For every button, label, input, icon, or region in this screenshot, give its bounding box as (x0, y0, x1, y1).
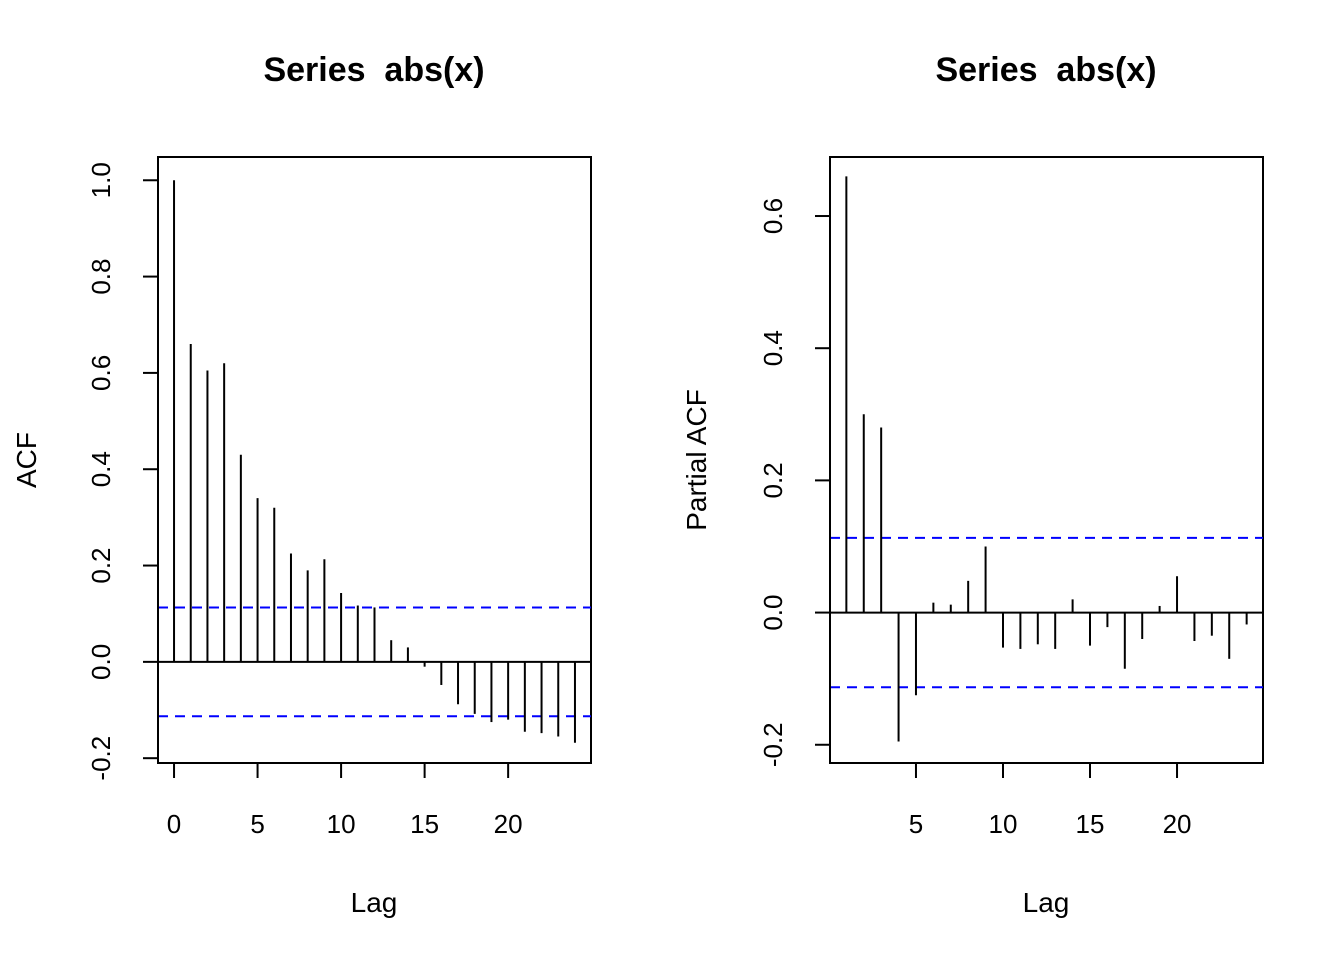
pacf-y-tick-label: -0.2 (758, 722, 788, 767)
acf-x-tick-label: 0 (167, 809, 181, 839)
acf-y-tick-label: 0.2 (86, 547, 116, 583)
pacf-x-tick-label: 20 (1163, 809, 1192, 839)
acf-y-tick-label: 0.4 (86, 451, 116, 487)
acf-plot-frame (157, 156, 592, 764)
pacf-x-tick-label: 15 (1076, 809, 1105, 839)
pacf-y-axis-label: Partial ACF (681, 389, 712, 531)
pacf-y-tick-label: 0.0 (758, 594, 788, 630)
pacf-y-tick-label: 0.2 (758, 462, 788, 498)
pacf-panel: Series abs(x) Lag Partial ACF 5 10 15 20 -0.… (681, 51, 1264, 918)
pacf-plot-frame (829, 156, 1264, 764)
acf-panel: Series abs(x) Lag ACF 0 5 10 15 20 -0.2 0.0 0.2… (11, 51, 592, 918)
pacf-x-tick-label: 5 (909, 809, 923, 839)
acf-y-tick-label: 0.0 (86, 644, 116, 680)
pacf-y-tick-label: 0.4 (758, 330, 788, 366)
pacf-y-tick-label: 0.6 (758, 198, 788, 234)
pacf-x-axis-label: Lag (1023, 887, 1070, 918)
acf-y-tick-label: 0.6 (86, 355, 116, 391)
acf-y-tick-label: 0.8 (86, 259, 116, 295)
acf-y-axis-label: ACF (11, 432, 42, 488)
acf-x-tick-label: 5 (250, 809, 264, 839)
pacf-title: Series abs(x) (935, 51, 1156, 89)
acf-title: Series abs(x) (263, 51, 484, 89)
pacf-x-tick-label: 10 (989, 809, 1018, 839)
acf-x-axis-label: Lag (351, 887, 398, 918)
acf-x-tick-label: 15 (410, 809, 439, 839)
acf-x-tick-label: 20 (494, 809, 523, 839)
acf-x-tick-label: 10 (327, 809, 356, 839)
acf-y-tick-label: -0.2 (86, 736, 116, 781)
acf-y-tick-label: 1.0 (86, 162, 116, 198)
